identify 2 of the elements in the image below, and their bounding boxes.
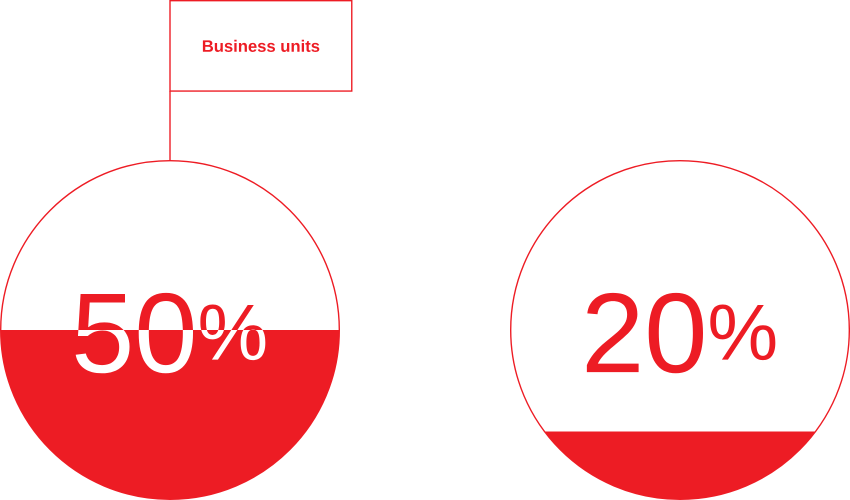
category-label: Business units (202, 40, 320, 52)
data-label: 20$^{%}$ (586, 292, 776, 374)
